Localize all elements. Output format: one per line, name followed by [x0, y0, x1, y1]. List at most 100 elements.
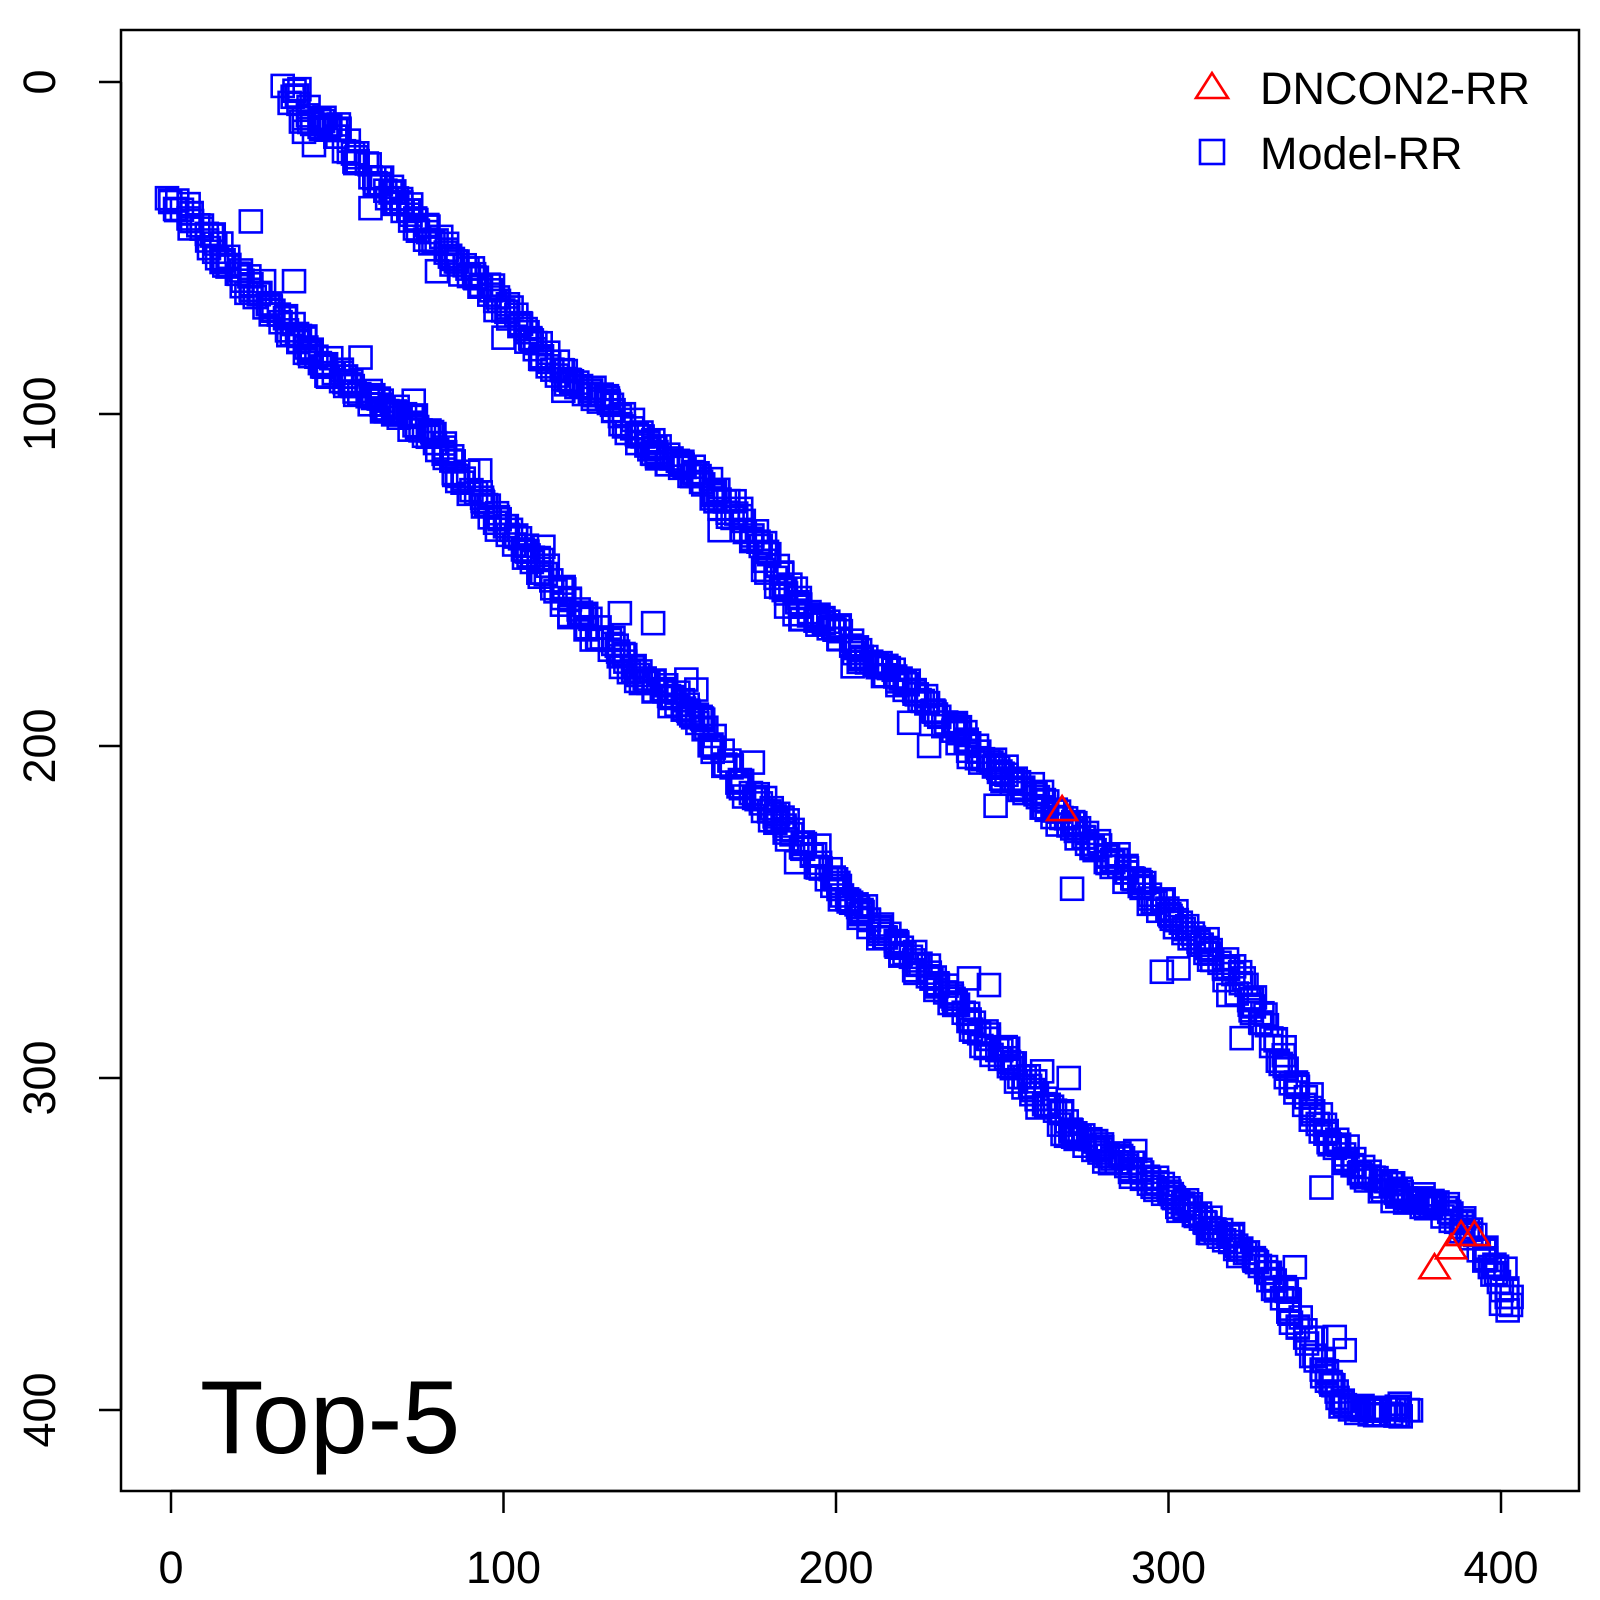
model-rr-point — [956, 966, 982, 991]
model-rr-point — [301, 132, 327, 158]
model-rr-point — [685, 463, 711, 489]
model-rr-point — [543, 579, 568, 604]
model-rr-point — [883, 932, 909, 958]
model-rr-point — [1472, 1238, 1497, 1263]
model-rr-point — [802, 842, 828, 867]
legend-marker-square — [1198, 138, 1226, 166]
model-rr-point — [531, 534, 556, 560]
model-rr-point — [807, 833, 832, 858]
model-rr-point — [739, 526, 765, 552]
model-rr-point — [431, 441, 456, 467]
model-rr-point — [607, 600, 633, 626]
model-rr-point — [636, 670, 661, 696]
model-rr-point — [740, 750, 766, 775]
model-rr-point — [533, 561, 559, 587]
dncon2-rr-point — [1417, 1251, 1452, 1280]
legend-label: Model-RR — [1260, 128, 1463, 179]
model-rr-point — [1381, 1397, 1407, 1422]
model-rr-point — [1029, 1059, 1055, 1084]
model-rr-point — [694, 715, 719, 741]
model-rr-point — [1265, 1048, 1291, 1073]
model-rr-point — [490, 298, 516, 323]
model-rr-point — [401, 388, 427, 414]
model-rr-point — [1291, 1092, 1317, 1118]
x-tick-label: 0 — [158, 1542, 183, 1593]
model-rr-point — [1089, 1132, 1115, 1157]
model-rr-point — [640, 610, 666, 636]
model-rr-point — [1112, 869, 1137, 895]
model-rr-point — [848, 646, 874, 672]
model-rr-point — [783, 849, 809, 875]
model-rr-point — [1166, 956, 1191, 981]
y-tick-label: 100 — [14, 376, 65, 451]
model-rr-point — [1203, 1220, 1229, 1246]
model-rr-point — [994, 762, 1019, 788]
model-rr-point — [551, 378, 576, 404]
x-tick-label: 100 — [466, 1542, 541, 1593]
points-layer — [154, 73, 1524, 1429]
model-rr-point — [1056, 1065, 1082, 1091]
model-rr-point — [1166, 1198, 1191, 1224]
model-rr-point — [1278, 1310, 1304, 1336]
y-axis: 0 100 200 300 400 — [14, 69, 123, 1448]
model-rr-point — [424, 258, 450, 284]
model-rr-point — [251, 268, 277, 294]
model-rr-point — [1335, 1134, 1360, 1159]
legend-marker-triangle — [1193, 70, 1231, 100]
model-rr-point — [773, 594, 799, 619]
model-rr-point — [374, 185, 400, 211]
model-rr-point — [1435, 1191, 1461, 1217]
model-rr-point — [750, 557, 776, 583]
model-rr-point — [983, 793, 1008, 819]
panel-label: Top-5 — [200, 1360, 460, 1476]
model-rr-point — [1282, 1254, 1308, 1280]
model-rr-point — [684, 677, 709, 702]
model-rr-point — [684, 702, 710, 727]
y-tick-label: 400 — [14, 1372, 65, 1447]
model-rr-point — [707, 517, 732, 543]
model-rr-point — [1122, 1138, 1148, 1164]
model-rr-point — [238, 209, 264, 234]
model-rr-point — [1488, 1291, 1514, 1317]
model-rr-point — [281, 268, 307, 294]
model-rr-point — [266, 302, 292, 327]
model-rr-point — [850, 899, 875, 925]
model-rr-point — [467, 458, 493, 483]
model-rr-point — [1229, 1025, 1254, 1051]
y-tick-label: 300 — [14, 1040, 65, 1115]
model-rr-point — [1495, 1298, 1520, 1323]
model-rr-point — [417, 418, 442, 443]
model-rr-point — [1066, 815, 1092, 841]
model-rr-point — [529, 547, 555, 573]
model-rr-point — [916, 733, 942, 759]
model-rr-point — [1480, 1262, 1505, 1287]
model-rr-point — [869, 912, 895, 937]
model-rr-point — [723, 501, 749, 526]
model-rr-point — [1059, 876, 1085, 902]
model-rr-point — [1258, 1033, 1284, 1059]
model-rr-point — [697, 733, 722, 758]
dncon2-rr-point — [1457, 1218, 1492, 1247]
model-rr-point — [1395, 1397, 1421, 1423]
model-rr-point — [923, 972, 949, 998]
model-rr-point — [748, 533, 774, 559]
model-rr-point — [896, 710, 922, 736]
model-rr-point — [348, 345, 373, 370]
y-tick-label: 0 — [14, 69, 65, 94]
y-tick-label: 200 — [14, 708, 65, 783]
model-rr-point — [491, 325, 516, 350]
model-rr-point — [1220, 1223, 1245, 1249]
dncon2-rr-point — [1044, 793, 1080, 822]
x-tick-label: 300 — [1131, 1542, 1206, 1593]
model-rr-point — [1344, 1400, 1369, 1426]
model-rr-point — [1216, 982, 1241, 1008]
x-axis: 0 100 200 300 400 — [158, 1489, 1539, 1593]
x-tick-label: 200 — [798, 1542, 873, 1593]
model-rr-point — [1149, 959, 1175, 985]
model-rr-point — [1361, 1165, 1386, 1190]
model-rr-point — [976, 972, 1002, 998]
model-rr-point — [941, 992, 967, 1018]
model-rr-point — [238, 277, 263, 303]
